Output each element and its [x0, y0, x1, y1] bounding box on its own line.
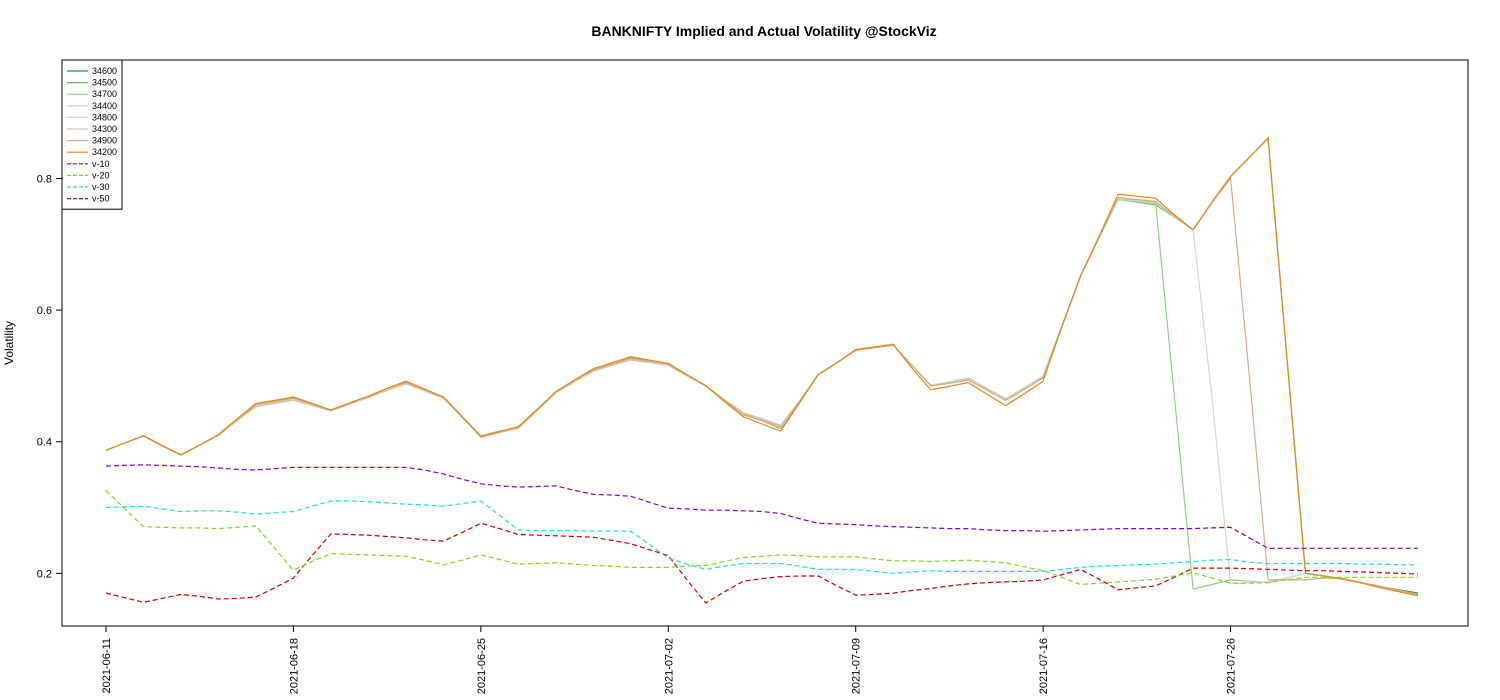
- x-tick-label: 2021-07-02: [663, 638, 675, 694]
- legend-label-34200: 34200: [92, 147, 117, 157]
- y-tick-label: 0.6: [37, 305, 52, 317]
- y-tick-label: 0.2: [37, 568, 52, 580]
- legend-label-34300: 34300: [92, 124, 117, 134]
- legend-label-34900: 34900: [92, 136, 117, 146]
- x-tick-label: 2021-07-16: [1038, 638, 1050, 694]
- series-line-v-30: [105, 500, 1418, 574]
- x-tick-label: 2021-06-18: [288, 638, 300, 694]
- legend-label-34700: 34700: [92, 89, 117, 99]
- series-line-v-10: [105, 522, 1419, 604]
- y-tick-label: 0.8: [37, 173, 52, 185]
- legend-box: [61, 59, 123, 210]
- legend-label-34500: 34500: [92, 78, 117, 88]
- series-line-v-20: [105, 489, 1418, 586]
- legend-label-34400: 34400: [92, 101, 117, 111]
- x-tick-label: 2021-07-09: [851, 638, 863, 694]
- x-tick-label: 2021-06-11: [101, 638, 113, 693]
- x-tick-label: 2021-07-26: [1226, 638, 1238, 694]
- series-line-v-50: [105, 464, 1418, 549]
- x-axis: 2021-06-11 2021-06-18 2021-06-25 2021-07-02…: [101, 626, 1238, 694]
- legend-label-v-10: v-10: [92, 159, 110, 169]
- chart-title: BANKNIFTY Implied and Actual Volatility …: [591, 23, 936, 39]
- legend-label-v-20: v-20: [92, 170, 110, 180]
- legend-label-v-30: v-30: [92, 182, 110, 192]
- plot-frame: [61, 59, 1469, 627]
- legend-label-34600: 34600: [92, 66, 117, 76]
- series-layer: [105, 136, 1419, 604]
- series-line-34200: [105, 136, 1419, 597]
- x-tick-label: 2021-06-25: [476, 638, 488, 694]
- y-tick-label: 0.4: [37, 437, 52, 449]
- y-axis: 0.2 0.4 0.6 0.8: [37, 173, 62, 580]
- y-axis-label: Volatility: [2, 321, 16, 365]
- legend-label-v-50: v-50: [92, 194, 110, 204]
- legend-label-34800: 34800: [92, 112, 117, 122]
